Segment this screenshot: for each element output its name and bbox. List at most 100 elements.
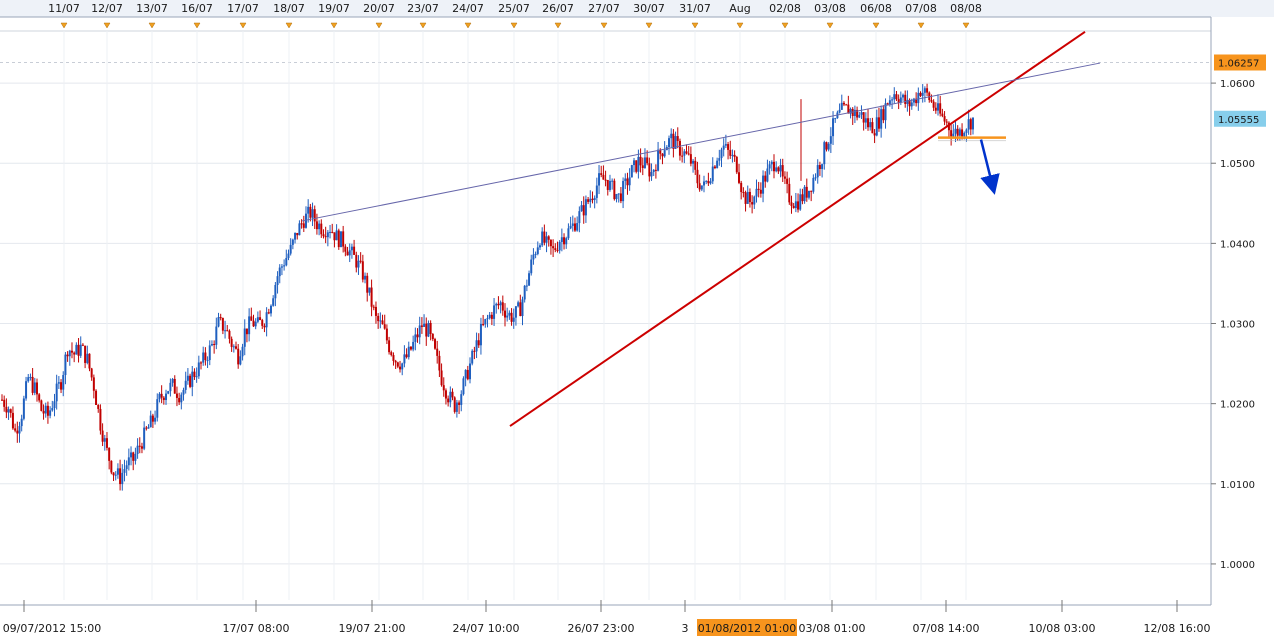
candle-body xyxy=(744,192,747,204)
candle-body xyxy=(858,114,861,118)
candle-body xyxy=(810,190,813,192)
candle-body xyxy=(9,409,12,413)
event-marker-icon xyxy=(826,22,834,29)
candle-body xyxy=(512,317,515,322)
candle-body xyxy=(947,122,950,131)
candle-body xyxy=(35,382,38,395)
candle-body xyxy=(906,99,909,104)
candle-body xyxy=(40,400,43,411)
top-date-label: 02/08 xyxy=(769,2,801,15)
candle-body xyxy=(788,183,791,203)
candle-body xyxy=(919,92,922,96)
candle-body xyxy=(521,299,524,317)
price-label-box xyxy=(1214,54,1266,71)
candle-body xyxy=(252,320,255,327)
candle-body xyxy=(394,360,397,363)
candle-body xyxy=(276,276,279,285)
candle-body xyxy=(624,178,627,181)
candle-body xyxy=(315,221,318,230)
candle-body xyxy=(700,185,703,190)
candle-body xyxy=(213,344,216,346)
candle-body xyxy=(757,188,760,190)
event-marker-icon xyxy=(600,22,608,29)
candle-body xyxy=(116,468,119,475)
down-arrow-icon xyxy=(979,139,1000,195)
candle-body xyxy=(108,447,111,461)
candle-body xyxy=(132,452,135,461)
candle-body xyxy=(770,161,773,165)
candle-body xyxy=(348,250,351,256)
candle-body xyxy=(296,232,299,236)
top-date-label: 13/07 xyxy=(136,2,168,15)
candle-body xyxy=(832,118,835,137)
candle-body xyxy=(781,165,784,177)
candle-body xyxy=(263,325,266,328)
crosshair-time-box xyxy=(697,619,797,636)
candle-body xyxy=(565,238,568,245)
candle-body xyxy=(436,348,439,356)
candle-body xyxy=(897,99,900,103)
candle-body xyxy=(794,201,797,209)
candle-body xyxy=(5,406,8,413)
candle-body xyxy=(556,250,559,252)
candle-body xyxy=(685,151,688,154)
candle-body xyxy=(882,109,885,121)
candle-body xyxy=(381,320,384,325)
candle-body xyxy=(287,253,290,258)
candle-body xyxy=(75,344,78,355)
candle-body xyxy=(950,130,953,137)
bottom-time-label: 3 xyxy=(682,622,689,635)
candle-body xyxy=(237,348,240,365)
candle-body xyxy=(274,284,277,299)
candle-body xyxy=(842,102,845,105)
candle-body xyxy=(630,165,633,178)
candle-body xyxy=(541,231,544,246)
candle-body xyxy=(633,160,636,166)
candle-body xyxy=(88,353,91,369)
candle-body xyxy=(158,393,161,400)
candle-body xyxy=(202,352,205,363)
candle-body xyxy=(171,378,174,383)
top-date-label: 27/07 xyxy=(588,2,620,15)
candle-body xyxy=(254,321,257,327)
candle-body xyxy=(423,323,426,327)
candle-body xyxy=(175,393,178,398)
candle-body xyxy=(224,330,227,332)
candle-body xyxy=(525,285,528,287)
candle-body xyxy=(495,303,498,306)
top-date-axis: 11/07 12/07 13/07 16/07 17/07 18/07 19/07 20/07… xyxy=(0,0,1274,29)
candle-body xyxy=(191,371,194,387)
candle-body xyxy=(915,98,918,104)
candle-body xyxy=(608,180,611,190)
candle-body xyxy=(160,393,163,398)
candle-body xyxy=(534,253,537,255)
candle-body xyxy=(125,465,128,470)
candle-body xyxy=(735,156,738,173)
event-marker-icon xyxy=(872,22,880,29)
candle-body xyxy=(357,260,360,268)
candle-body xyxy=(864,118,867,123)
candle-body xyxy=(145,427,148,429)
candle-body xyxy=(847,104,850,114)
candle-body xyxy=(22,398,25,419)
candle-body xyxy=(219,317,222,319)
candle-body xyxy=(320,223,323,235)
candle-body xyxy=(615,194,618,200)
candle-body xyxy=(405,354,408,358)
candle-body xyxy=(119,468,122,485)
candle-body xyxy=(733,154,736,157)
candle-body xyxy=(910,102,913,107)
candle-body xyxy=(130,452,133,458)
support-trendline xyxy=(509,30,1086,427)
top-date-label: 26/07 xyxy=(542,2,574,15)
candle-body xyxy=(818,165,821,170)
candle-body xyxy=(460,394,463,405)
candle-body xyxy=(51,408,54,411)
candle-body xyxy=(49,410,52,416)
candle-body xyxy=(729,149,732,156)
candle-body xyxy=(584,199,587,216)
price-tick-label: 1.0200 xyxy=(1220,400,1255,411)
candle-body xyxy=(668,138,671,148)
candle-body xyxy=(528,273,531,286)
candle-body xyxy=(20,418,23,427)
